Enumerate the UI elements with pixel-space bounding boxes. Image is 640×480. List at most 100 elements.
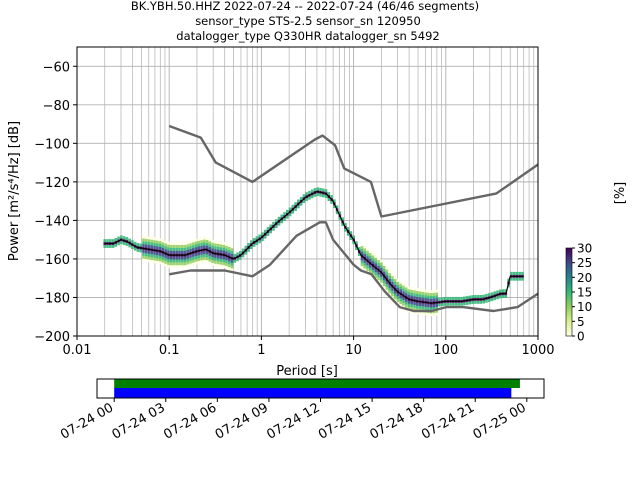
density-cell bbox=[449, 296, 452, 300]
density-cell bbox=[413, 301, 416, 305]
density-cell bbox=[197, 243, 201, 247]
density-cell bbox=[485, 299, 488, 303]
density-cell bbox=[178, 262, 181, 266]
density-cell bbox=[427, 312, 430, 316]
noise-model-low bbox=[168, 221, 539, 313]
density-cell bbox=[164, 263, 167, 267]
density-cell bbox=[144, 250, 148, 254]
density-cell bbox=[156, 257, 159, 261]
density-cell bbox=[214, 240, 217, 244]
density-cell bbox=[498, 295, 502, 299]
density-cell bbox=[418, 297, 422, 301]
density-cell bbox=[413, 304, 416, 308]
density-cell bbox=[156, 237, 159, 241]
density-cell bbox=[416, 305, 419, 309]
density-cell bbox=[399, 286, 403, 290]
density-cell bbox=[122, 242, 126, 246]
density-cell bbox=[139, 249, 143, 253]
density-cell bbox=[366, 253, 369, 257]
density-cell bbox=[319, 193, 322, 197]
density-cell bbox=[203, 236, 206, 240]
chart-title-line-1: BK.YBH.50.HHZ 2022-07-24 -- 2022-07-24 (… bbox=[131, 0, 479, 13]
density-cell bbox=[327, 192, 331, 196]
density-cell bbox=[421, 288, 425, 292]
density-cell bbox=[131, 245, 134, 249]
density-cell bbox=[463, 296, 466, 300]
density-cell bbox=[172, 265, 176, 269]
density-cell bbox=[396, 278, 400, 282]
density-cell bbox=[380, 265, 383, 269]
density-cell bbox=[391, 273, 394, 277]
density-cell bbox=[363, 268, 367, 272]
density-cell bbox=[429, 298, 433, 302]
density-cell bbox=[388, 272, 391, 276]
density-cell bbox=[153, 254, 156, 258]
density-cell bbox=[180, 250, 184, 254]
density-cell bbox=[490, 298, 494, 302]
density-cell bbox=[103, 239, 107, 243]
density-cell bbox=[393, 296, 397, 300]
density-cell bbox=[288, 207, 292, 211]
density-cell bbox=[391, 281, 394, 285]
density-cell bbox=[172, 259, 176, 263]
density-cell bbox=[424, 292, 427, 296]
density-cell bbox=[225, 248, 228, 252]
density-cell bbox=[150, 242, 154, 246]
density-cell bbox=[156, 260, 159, 264]
density-cell bbox=[250, 246, 253, 250]
density-cell bbox=[479, 300, 483, 304]
density-cell bbox=[266, 227, 270, 231]
density-cell bbox=[230, 265, 234, 269]
density-cell bbox=[380, 259, 383, 263]
density-cell bbox=[407, 289, 411, 293]
density-cell bbox=[360, 257, 364, 261]
density-cell bbox=[189, 243, 192, 247]
density-cell bbox=[360, 248, 364, 252]
density-cell bbox=[501, 289, 505, 293]
density-cell bbox=[371, 261, 375, 265]
density-cell bbox=[167, 244, 170, 248]
density-cell bbox=[191, 248, 195, 252]
timeline-bars bbox=[114, 379, 520, 398]
density-cell bbox=[512, 271, 516, 275]
density-cell bbox=[451, 296, 455, 300]
density-cell bbox=[391, 293, 394, 297]
colorbar-label: [%] bbox=[613, 182, 628, 205]
density-cell bbox=[225, 265, 228, 269]
density-cell bbox=[418, 305, 422, 309]
density-cell bbox=[144, 258, 148, 262]
density-cell bbox=[377, 274, 380, 278]
density-cell bbox=[382, 283, 386, 287]
density-cell bbox=[371, 272, 375, 276]
density-cell bbox=[274, 219, 278, 223]
density-cell bbox=[471, 300, 474, 304]
density-cell bbox=[335, 205, 339, 209]
density-cell bbox=[294, 202, 297, 206]
density-cell bbox=[368, 255, 372, 259]
density-cell bbox=[410, 286, 414, 290]
density-cell bbox=[438, 303, 441, 307]
density-cell bbox=[186, 247, 190, 251]
density-cell bbox=[197, 240, 201, 244]
density-cell bbox=[310, 189, 314, 193]
density-cell bbox=[230, 248, 234, 252]
density-cell bbox=[194, 252, 198, 256]
density-cell bbox=[208, 252, 212, 256]
density-cell bbox=[133, 247, 137, 251]
density-cell bbox=[161, 239, 165, 243]
density-cell bbox=[172, 247, 176, 251]
density-cell bbox=[393, 278, 397, 282]
density-cell bbox=[150, 259, 154, 263]
density-cell bbox=[344, 228, 347, 232]
density-cell bbox=[391, 278, 394, 282]
density-cell bbox=[120, 235, 123, 239]
density-cell bbox=[200, 257, 203, 261]
density-cell bbox=[147, 236, 151, 240]
density-cell bbox=[435, 303, 438, 307]
density-cell bbox=[382, 271, 386, 275]
density-cell bbox=[346, 227, 350, 231]
density-cell bbox=[164, 243, 167, 247]
density-cell bbox=[216, 246, 220, 250]
density-cell bbox=[338, 217, 342, 221]
density-cell bbox=[507, 284, 510, 288]
